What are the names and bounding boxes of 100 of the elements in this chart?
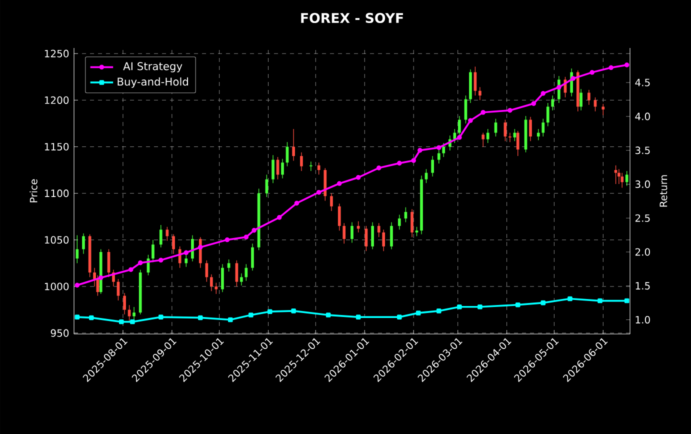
- point: [411, 158, 416, 163]
- candlestick: [76, 234, 79, 264]
- point: [418, 148, 422, 153]
- candlestick: [551, 95, 554, 111]
- point: [244, 234, 249, 240]
- point: [598, 298, 602, 304]
- point: [128, 267, 134, 272]
- candlestick: [251, 243, 254, 271]
- point: [508, 108, 512, 113]
- candlestick: [235, 260, 238, 287]
- point: [252, 228, 256, 233]
- candlestick: [482, 132, 485, 148]
- y2-tick-label: 1.0: [636, 316, 650, 324]
- candlestick: [172, 234, 175, 254]
- candlestick: [272, 154, 274, 184]
- point: [376, 166, 382, 170]
- point: [436, 308, 442, 314]
- candlestick: [382, 229, 386, 252]
- y-axis-title: Price: [30, 179, 38, 202]
- y-tick-label: 1050: [44, 236, 69, 244]
- candlestick: [588, 90, 590, 106]
- point: [590, 70, 594, 75]
- candlestick: [536, 128, 540, 141]
- point: [356, 175, 361, 180]
- candlestick: [214, 282, 218, 294]
- point: [74, 314, 80, 320]
- y2-tick-label: 2.0: [635, 248, 650, 256]
- y-tick-label: 1150: [44, 142, 69, 151]
- point: [416, 310, 421, 316]
- candlestick: [342, 222, 346, 244]
- point: [130, 319, 135, 324]
- candlestick: [330, 192, 333, 212]
- point: [457, 135, 462, 140]
- y2-tick-label: 3.5: [635, 146, 650, 154]
- point: [540, 300, 546, 306]
- candlestick: [377, 222, 380, 238]
- y-tick-label: 1100: [44, 190, 69, 198]
- point: [248, 312, 254, 318]
- point: [118, 319, 124, 324]
- candlestick: [410, 208, 414, 238]
- point: [396, 314, 402, 320]
- y2-tick-label: 3.0: [635, 180, 650, 188]
- candlestick: [542, 118, 545, 137]
- candlestick: [281, 158, 284, 179]
- point: [515, 302, 520, 308]
- point: [198, 244, 203, 250]
- point: [624, 298, 630, 304]
- y2-tick-label: 4.5: [635, 78, 650, 86]
- y-tick-label: 1200: [44, 96, 69, 104]
- candlestick: [494, 118, 498, 137]
- candlestick: [486, 128, 490, 144]
- point: [356, 314, 361, 320]
- candlestick: [300, 152, 303, 172]
- candlestick: [221, 264, 224, 292]
- point: [74, 282, 80, 288]
- candlestick: [123, 292, 126, 315]
- y-tick-label: 1250: [44, 50, 69, 58]
- point: [224, 237, 230, 242]
- candlestick: [415, 226, 418, 237]
- y2-tick-label: 4.0: [635, 112, 650, 120]
- candlestick: [546, 102, 550, 127]
- candlestick: [338, 203, 341, 231]
- candlestick: [618, 168, 620, 184]
- candlestick: [614, 165, 618, 184]
- point: [158, 314, 164, 320]
- point: [570, 76, 576, 81]
- candlestick: [580, 88, 582, 111]
- candlestick: [371, 222, 374, 250]
- y2-tick-label: 2.5: [635, 214, 650, 222]
- candlestick: [317, 162, 320, 176]
- candlestick: [620, 172, 624, 188]
- candlestick: [82, 233, 85, 254]
- candlestick: [516, 130, 520, 156]
- point: [608, 65, 614, 70]
- point: [316, 190, 322, 195]
- point: [276, 215, 282, 220]
- candlestick: [442, 142, 446, 158]
- candlestick: [390, 222, 393, 250]
- candlestick: [310, 161, 312, 172]
- candlestick: [227, 259, 230, 272]
- point: [556, 84, 562, 90]
- candlestick: [210, 274, 213, 292]
- candlestick: [292, 128, 295, 162]
- y2-axis-title: Return: [660, 175, 668, 207]
- point: [468, 118, 473, 123]
- point: [568, 296, 572, 302]
- point: [198, 315, 203, 320]
- point: [294, 200, 300, 206]
- candlestick: [625, 170, 628, 186]
- candlestick: [508, 132, 512, 142]
- point: [291, 308, 296, 314]
- point: [158, 258, 164, 263]
- candlestick: [529, 116, 532, 142]
- y2-tick-label: 1.5: [636, 282, 650, 290]
- point: [228, 317, 233, 322]
- candlestick: [240, 273, 243, 286]
- point: [267, 309, 272, 314]
- candlestick: [159, 224, 162, 248]
- point: [624, 62, 630, 68]
- candlestick: [398, 214, 401, 230]
